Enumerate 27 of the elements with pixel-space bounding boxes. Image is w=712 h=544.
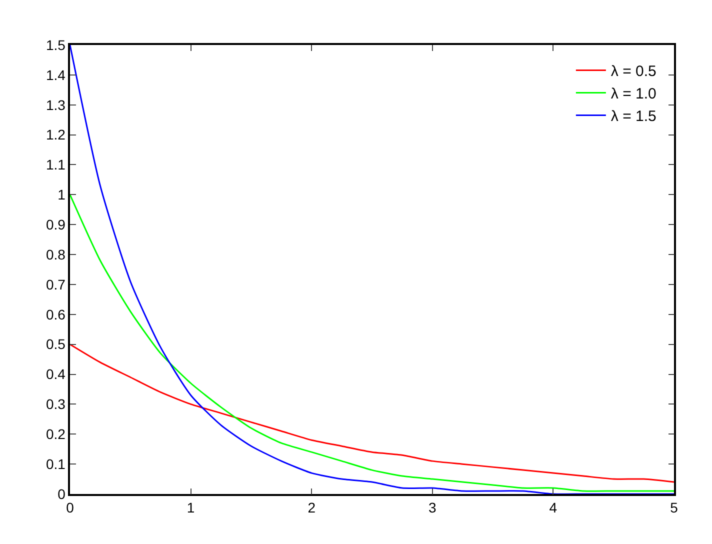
x-tick-label: 2 <box>308 500 316 516</box>
y-tick-label: 1.4 <box>46 66 66 83</box>
x-tick-label: 4 <box>549 500 558 516</box>
line-series <box>70 194 674 492</box>
x-tick-label: 1 <box>186 500 195 516</box>
y-tick-label: 1.2 <box>46 126 66 143</box>
line-series <box>70 344 674 483</box>
y-tick-label: 0.1 <box>46 456 66 472</box>
x-tick-label: 3 <box>428 500 436 516</box>
x-tick-label: 5 <box>670 500 678 516</box>
legend-label: λ = 1.0 <box>610 86 656 103</box>
y-tick-label: 0 <box>58 486 66 502</box>
legend-label: λ = 0.5 <box>610 63 656 80</box>
y-tick-label: 0.5 <box>46 336 66 352</box>
y-tick-label: 0.2 <box>46 426 66 442</box>
y-tick-label: 0.8 <box>46 246 66 262</box>
y-tick-label: 1.1 <box>46 156 66 173</box>
line-series <box>70 45 674 494</box>
y-tick-label: 0.9 <box>46 216 66 232</box>
y-tick-label: 1 <box>58 186 66 203</box>
legend-label: λ = 1.5 <box>610 108 656 126</box>
y-tick-label: 1.5 <box>46 36 66 53</box>
y-tick-label: 0.4 <box>46 366 66 382</box>
y-tick-label: 0.3 <box>46 396 66 412</box>
y-tick-label: 0.6 <box>46 306 66 322</box>
y-tick-label: 0.7 <box>46 276 66 292</box>
y-tick-label: 1.3 <box>46 96 66 113</box>
